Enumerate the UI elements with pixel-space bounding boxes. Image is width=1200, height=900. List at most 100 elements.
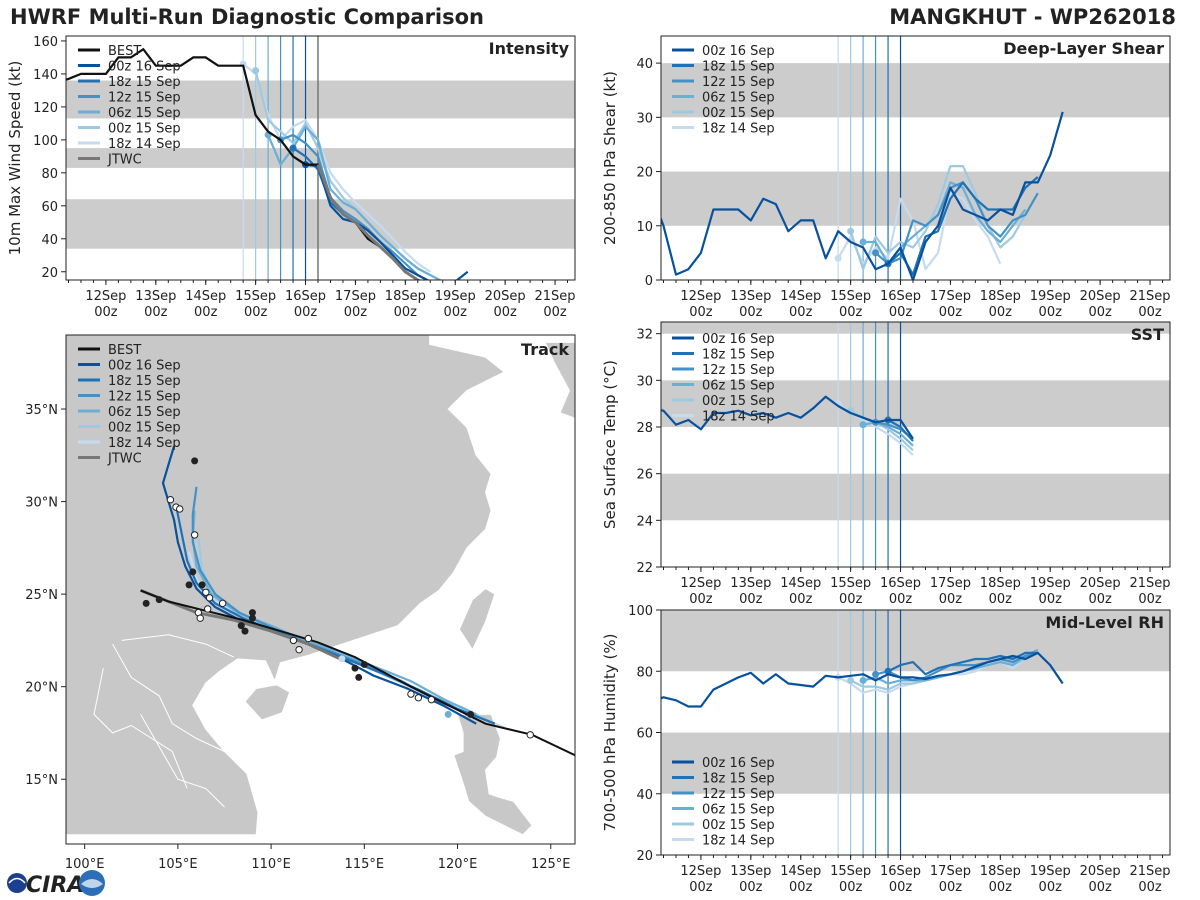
shear-legend-label: 06z 15 Sep — [702, 91, 775, 106]
intensity-x-tick-label: 00z — [94, 305, 118, 320]
shear-x-tick-label: 13Sep — [730, 289, 771, 304]
rh-series-start-point — [847, 676, 855, 684]
panel-intensity: 12Sep00z13Sep00z14Sep00z15Sep00z16Sep00z… — [6, 35, 576, 320]
sst-legend-label: 00z 16 Sep — [702, 332, 775, 347]
track-map-area — [66, 335, 575, 844]
land-area — [544, 341, 575, 419]
intensity-band — [66, 80, 575, 119]
shear-plot-area — [661, 36, 1170, 280]
country-border — [121, 634, 235, 658]
intensity-x-tick-label: 13Sep — [135, 289, 176, 304]
track-position-point — [338, 655, 346, 663]
chart-title: HWRF Multi-Run Diagnostic Comparison — [10, 5, 485, 29]
shear-x-tick-label: 00z — [739, 305, 763, 320]
intensity-legend-label: JTWC — [107, 153, 142, 168]
intensity-y-tick-label: 20 — [41, 266, 58, 281]
sst-plot-area — [661, 322, 1170, 567]
intensity-y-label: 10m Max Wind Speed (kt) — [6, 61, 24, 256]
shear-y-tick-label: 30 — [636, 111, 653, 126]
sst-x-tick-label: 00z — [839, 592, 863, 607]
sst-x-tick-label: 21Sep — [1130, 576, 1171, 591]
rh-y-tick-label: 20 — [636, 849, 653, 864]
track-position-point — [360, 660, 368, 668]
track-position-point — [467, 710, 475, 718]
shear-y-tick-label: 0 — [645, 274, 653, 289]
intensity-legend-label: 00z 16 Sep — [108, 60, 181, 75]
track-position-point — [205, 594, 214, 602]
track-position-point — [427, 695, 436, 704]
track-position-point — [414, 694, 423, 702]
track-x-tick-label: 120°E — [438, 857, 478, 872]
intensity-y-tick-label: 40 — [41, 233, 58, 248]
sst-y-tick-label: 28 — [636, 421, 653, 436]
sst-legend-label: 00z 15 Sep — [702, 394, 775, 409]
country-border — [112, 643, 225, 752]
panel-track: 100°E 105°E 110°E 115°E 120°E 125°E 15°N 20°N 25… — [25, 334, 576, 872]
sst-series-line — [862, 421, 914, 447]
panel-shear: 12Sep00z13Sep00z14Sep00z15Sep00z16Sep00z… — [601, 35, 1171, 320]
rh-y-tick-label: 100 — [628, 604, 653, 619]
intensity-series-line — [280, 133, 430, 280]
intensity-frame — [65, 35, 576, 281]
intensity-panel-title: Intensity — [489, 39, 570, 58]
intensity-x-tick-label: 00z — [194, 305, 218, 320]
intensity-x-tick-label: 16Sep — [285, 289, 326, 304]
sst-x-tick-label: 00z — [939, 592, 963, 607]
track-position-point — [444, 710, 452, 718]
rh-plot-area — [648, 610, 1170, 855]
rh-series-start-point — [648, 698, 655, 705]
rh-series-start-point — [872, 670, 880, 678]
rh-y-tick-label: 60 — [636, 727, 653, 742]
track-position-point — [190, 531, 199, 539]
country-border — [93, 668, 188, 789]
track-y-tick-label: 35°N — [25, 403, 58, 418]
shear-x-tick-label: 00z — [1088, 305, 1112, 320]
shear-x-tick-label: 15Sep — [830, 289, 871, 304]
rh-x-tick-label: 00z — [1088, 880, 1112, 895]
track-position-point — [176, 505, 184, 513]
rh-legend-label: 00z 15 Sep — [702, 818, 775, 833]
rh-x-tick-label: 00z — [939, 880, 963, 895]
sst-legend-label: 06z 15 Sep — [702, 379, 775, 394]
track-x-tick-label: 125°E — [531, 857, 571, 872]
track-position-point — [289, 636, 298, 645]
shear-x-tick-label: 21Sep — [1130, 289, 1171, 304]
sst-series-start-point — [859, 421, 867, 429]
intensity-x-tick-label: 00z — [144, 305, 168, 320]
sst-y-tick-label: 30 — [636, 374, 653, 389]
track-series-line — [161, 445, 477, 725]
shear-band — [661, 171, 1170, 226]
storm-id: MANGKHUT - WP262018 — [889, 5, 1176, 29]
sst-x-tick-label: 00z — [1039, 592, 1063, 607]
cira-logo-text: CIRA — [26, 873, 84, 898]
track-y-tick-label: 30°N — [25, 496, 58, 511]
intensity-x-tick-label: 14Sep — [185, 289, 226, 304]
sst-legend-label: 18z 15 Sep — [702, 348, 775, 363]
rh-x-tick-label: 18Sep — [980, 864, 1021, 879]
track-x-tick-label: 105°E — [158, 857, 198, 872]
intensity-x-tick-label: 00z — [394, 305, 418, 320]
sst-x-tick-label: 00z — [689, 592, 713, 607]
sst-frame — [660, 321, 1171, 568]
sst-panel-title: SST — [1131, 325, 1164, 344]
shear-legend-label: 00z 16 Sep — [702, 44, 775, 59]
track-position-point — [407, 690, 415, 698]
intensity-legend-label: 18z 14 Sep — [108, 137, 181, 152]
intensity-x-tick-label: 00z — [444, 305, 468, 320]
intensity-band — [66, 148, 575, 168]
rh-x-tick-label: 15Sep — [830, 864, 871, 879]
track-legend-label: 18z 15 Sep — [108, 374, 181, 389]
shear-x-tick-label: 00z — [989, 305, 1013, 320]
shear-x-tick-label: 17Sep — [930, 289, 971, 304]
sst-x-tick-label: 14Sep — [780, 576, 821, 591]
sst-x-tick-label: 20Sep — [1080, 576, 1121, 591]
sst-x-tick-label: 12Sep — [680, 576, 721, 591]
rh-legend-label: 06z 15 Sep — [702, 803, 775, 818]
track-position-point — [142, 599, 150, 607]
rh-panel-title: Mid-Level RH — [1045, 613, 1164, 632]
rh-x-tick-label: 13Sep — [730, 864, 771, 879]
shear-x-tick-label: 00z — [839, 305, 863, 320]
panel-rh: 12Sep00z13Sep00z14Sep00z15Sep00z16Sep00z… — [601, 604, 1171, 895]
shear-legend-label: 18z 15 Sep — [702, 60, 775, 75]
